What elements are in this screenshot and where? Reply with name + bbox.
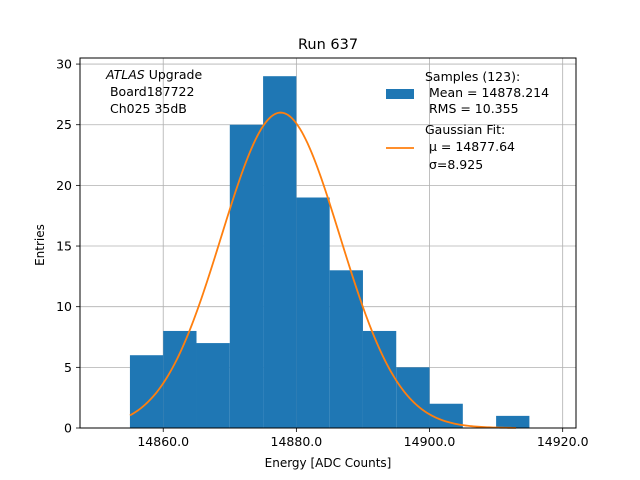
legend-mean-label: Mean = 14878.214 xyxy=(425,85,549,100)
annotation-upgrade: Upgrade xyxy=(145,67,203,82)
histogram-bar xyxy=(196,343,230,428)
x-tick-label: 14860.0 xyxy=(137,434,189,449)
annotation-text: ATLAS Upgrade Board187722 Ch025 35dB xyxy=(105,67,202,116)
x-tick-label: 14920.0 xyxy=(537,434,589,449)
x-axis-label: Energy [ADC Counts] xyxy=(265,456,392,470)
legend-rms-label: RMS = 10.355 xyxy=(425,101,519,116)
y-tick-label: 15 xyxy=(56,239,72,254)
chart-title: Run 637 xyxy=(298,37,358,53)
legend-samples-swatch xyxy=(386,89,414,99)
histogram-bar xyxy=(296,197,330,428)
legend-sigma-label: σ=8.925 xyxy=(425,157,483,172)
x-tick-label: 14880.0 xyxy=(271,434,323,449)
axes: 14860.0 14880.0 14900.0 14920.0 0 5 10 15 20 25 30 xyxy=(56,57,588,449)
y-tick-label: 20 xyxy=(56,178,72,193)
histogram-bar xyxy=(229,124,264,428)
annotation-atlas: ATLAS xyxy=(105,67,145,82)
histogram-bar xyxy=(362,330,397,428)
histogram-bar xyxy=(396,367,430,428)
legend: Samples (123): Mean = 14878.214 RMS = 10… xyxy=(386,69,549,172)
annotation-line-2: Board187722 xyxy=(106,84,194,99)
histogram-bar xyxy=(329,270,363,428)
histogram-bar xyxy=(263,76,297,429)
legend-mu-label: μ = 14877.64 xyxy=(425,139,515,154)
legend-fit-label: Gaussian Fit: xyxy=(425,122,505,137)
gaussian-fit xyxy=(129,111,517,429)
gaussian-fit-curve xyxy=(129,111,517,429)
y-tick-label: 5 xyxy=(64,360,72,375)
legend-samples-label: Samples (123): xyxy=(425,69,520,84)
y-tick-label: 30 xyxy=(56,57,72,72)
y-tick-label: 25 xyxy=(56,117,72,132)
histogram-bars xyxy=(129,76,530,429)
y-axis-label: Entries xyxy=(33,224,47,266)
histogram-bar xyxy=(163,330,197,428)
plot-frame xyxy=(79,57,577,429)
y-tick-label: 0 xyxy=(64,421,72,436)
histogram-bar xyxy=(496,415,530,428)
annotation-line-1: ATLAS Upgrade xyxy=(105,67,202,82)
annotation-line-3: Ch025 35dB xyxy=(106,101,187,116)
x-tick-label: 14900.0 xyxy=(404,434,456,449)
y-tick-label: 10 xyxy=(56,299,72,314)
